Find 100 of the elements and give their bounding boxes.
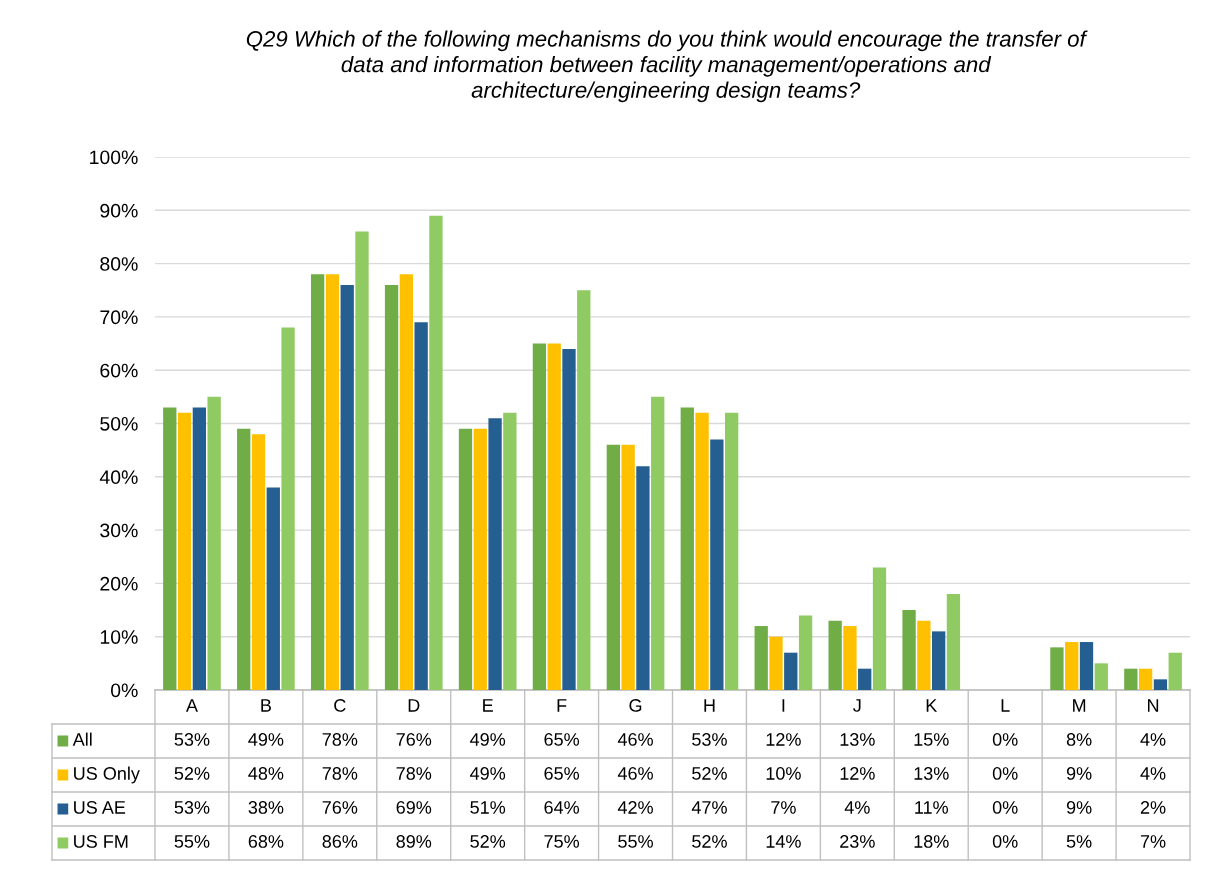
data-label: 49% [470, 733, 506, 746]
bar [1050, 647, 1064, 690]
x-tick-label: M [1073, 699, 1086, 712]
data-label: 23% [840, 835, 875, 848]
y-tick-label: 50% [100, 416, 138, 431]
data-label: 15% [914, 733, 949, 746]
chart-title: Q29 Which of the following mechanisms do you think would encourage the transfer of data and information between facility management/operations and architecture/engineering design teams? [246, 30, 1088, 103]
data-label: 38% [248, 801, 284, 814]
data-label: 47% [691, 801, 727, 814]
bar [784, 652, 798, 690]
bar [577, 290, 591, 690]
data-label: 78% [322, 733, 358, 746]
y-tick-label: 80% [100, 257, 138, 271]
data-label: 0% [992, 801, 1018, 814]
bar [1168, 652, 1182, 690]
bar [621, 444, 635, 690]
y-tick-label: 70% [100, 310, 138, 325]
x-tick-label: G [629, 699, 642, 712]
bar [429, 215, 443, 690]
data-label: 9% [1066, 767, 1092, 780]
bar [399, 274, 414, 690]
bar [858, 668, 872, 690]
bar [355, 231, 369, 690]
bar [266, 487, 280, 690]
data-label: 14% [766, 835, 801, 848]
bar [192, 407, 207, 690]
bar [695, 412, 709, 690]
data-label: 76% [396, 733, 432, 746]
y-tick-label: 0% [110, 683, 138, 698]
bar [606, 444, 621, 690]
data-label: 64% [544, 801, 580, 814]
data-label: 18% [914, 835, 949, 848]
bar [798, 615, 813, 690]
bar [488, 418, 502, 690]
bar [754, 626, 768, 690]
bar [310, 274, 325, 690]
bar [872, 567, 887, 690]
bar [724, 412, 739, 690]
bar [237, 428, 251, 690]
x-tick-label: A [185, 699, 198, 712]
data-label: 52% [470, 835, 506, 848]
bar [636, 466, 650, 690]
data-label: 48% [248, 767, 284, 780]
data-label: 53% [174, 733, 210, 746]
data-label: 78% [396, 767, 432, 780]
bar [769, 636, 783, 690]
bar [651, 396, 665, 690]
data-label: 75% [544, 835, 580, 848]
data-label: 0% [992, 835, 1018, 848]
data-label: 49% [470, 767, 506, 780]
data-label: 0% [992, 767, 1018, 780]
data-label: 52% [692, 835, 727, 848]
data-label: 52% [692, 767, 727, 780]
data-label: 7% [771, 801, 796, 814]
bar [1138, 668, 1153, 690]
bar [931, 631, 946, 690]
data-label: 46% [617, 767, 653, 780]
y-tick-label: 30% [100, 523, 138, 538]
data-label: 68% [248, 835, 284, 848]
legend-label: US Only [74, 766, 140, 784]
bar [414, 322, 428, 690]
data-label: 53% [174, 801, 210, 814]
bar [532, 343, 547, 690]
data-label: 2% [1140, 801, 1166, 814]
bar [325, 274, 340, 690]
legend-label: US AE [74, 801, 126, 814]
data-label: 12% [840, 767, 875, 780]
x-tick-label: F [557, 699, 567, 712]
bar [1153, 679, 1168, 690]
bar [503, 412, 517, 690]
data-label: 0% [992, 733, 1018, 746]
bar [1094, 663, 1108, 690]
bar [562, 348, 576, 690]
x-tick-label: B [261, 699, 271, 712]
data-label: 51% [470, 801, 506, 814]
data-label: 12% [766, 733, 801, 746]
data-label: 5% [1066, 835, 1092, 848]
data-label: 65% [544, 733, 580, 746]
data-label: 4% [1140, 733, 1166, 746]
data-label: 53% [692, 733, 727, 746]
data-label: 42% [617, 801, 653, 814]
bar [473, 428, 487, 690]
data-label: 13% [840, 733, 875, 746]
data-label: 89% [396, 835, 432, 848]
y-tick-label: 40% [99, 470, 138, 485]
bar [251, 434, 266, 690]
bar [843, 626, 857, 690]
data-label: 52% [174, 767, 210, 780]
data-label: 10% [766, 767, 801, 780]
bar [163, 407, 177, 690]
y-tick-label: 60% [100, 363, 138, 378]
data-label: 55% [174, 835, 210, 848]
data-label: 9% [1066, 801, 1092, 814]
y-tick-label: 10% [100, 630, 138, 644]
bar [828, 620, 842, 690]
bar [1124, 668, 1138, 690]
x-tick-label: N [1148, 699, 1159, 712]
x-tick-label: L [1001, 699, 1010, 712]
legend-label: US FM [74, 835, 128, 848]
x-tick-label: K [926, 699, 938, 712]
